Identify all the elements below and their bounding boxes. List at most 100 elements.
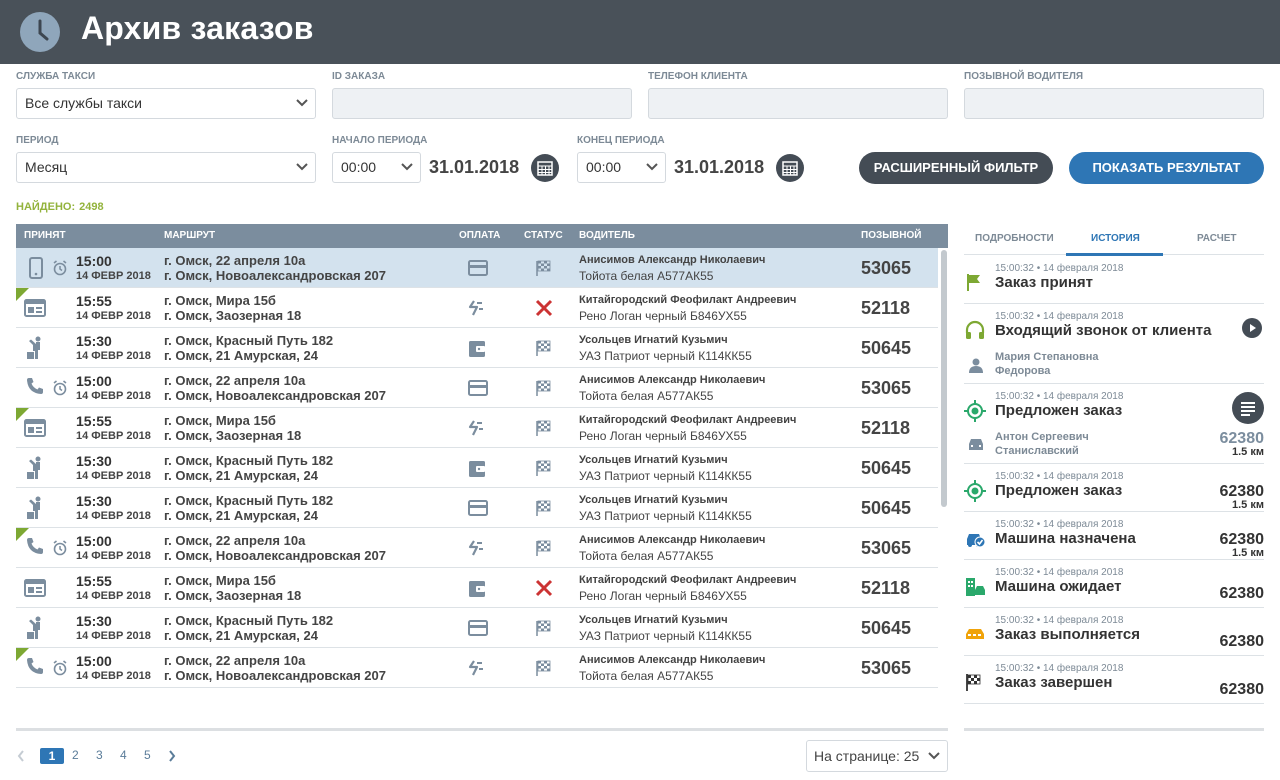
wallet-icon [468, 580, 486, 603]
table-row[interactable]: 15:30 14 ФЕВР 2018 г. Омск, Красный Путь 1… [16, 608, 938, 648]
prev-page-icon[interactable] [17, 750, 25, 762]
order-time: 15:00 [76, 253, 112, 269]
table-row[interactable]: 15:00 14 ФЕВР 2018 г. Омск, 22 апреля 10а г… [16, 368, 938, 408]
page-3-button[interactable]: 3 [96, 748, 103, 762]
order-date: 14 ФЕВР 2018 [76, 270, 151, 282]
phone-icon [25, 376, 45, 401]
table-row[interactable]: 15:30 14 ФЕВР 2018 г. Омск, Красный Путь 1… [16, 448, 938, 488]
credit-card-icon [468, 620, 488, 641]
driver-name: Китайгородский Феофилакт Андреевич [579, 414, 797, 426]
tab-calculation[interactable]: РАСЧЕТ [1197, 233, 1237, 244]
history-timestamp: 15:00:32 • 14 февраля 2018 [995, 567, 1124, 578]
finish-flag-icon [535, 539, 553, 562]
driver-callsign: 53065 [861, 258, 912, 278]
details-list-icon[interactable] [1232, 392, 1264, 429]
driver-name: Усольцев Игнатий Кузьмич [579, 454, 728, 466]
driver-name: Усольцев Игнатий Кузьмич [579, 334, 728, 346]
calendar-icon[interactable] [776, 154, 804, 182]
table-row[interactable]: 15:55 14 ФЕВР 2018 г. Омск, Мира 15б г. Омс… [16, 288, 938, 328]
col-accepted[interactable]: ПРИНЯТ [24, 230, 66, 241]
history-callsign: 62380 [1219, 585, 1265, 602]
order-id-input[interactable] [332, 88, 632, 119]
calendar-icon[interactable] [531, 154, 559, 182]
history-item[interactable]: 15:00:32 • 14 февраля 2018 Машина ожидает… [964, 560, 1264, 608]
found-number: 2498 [79, 201, 104, 213]
active-tab-indicator [1066, 253, 1163, 256]
next-page-icon[interactable] [168, 750, 176, 762]
order-time: 15:30 [76, 453, 112, 469]
phone-input[interactable] [648, 88, 948, 119]
driver-name: Анисимов Александр Николаевич [579, 534, 766, 546]
history-item[interactable]: 15:00:32 • 14 февраля 2018 Заказ завершен… [964, 656, 1264, 704]
driver-callsign: 52118 [861, 298, 911, 318]
table-row[interactable]: 15:00 14 ФЕВР 2018 г. Омск, 22 апреля 10а г… [16, 248, 938, 288]
finish-flag-icon [535, 339, 553, 362]
end-time-select[interactable]: 00:00 [577, 152, 666, 183]
history-timestamp: 15:00:32 • 14 февраля 2018 [995, 263, 1124, 274]
per-page-select[interactable]: На странице: 25 [806, 740, 948, 772]
found-label: НАЙДЕНО: [16, 201, 76, 213]
col-status[interactable]: СТАТУС [524, 230, 563, 241]
history-item[interactable]: 15:00:32 • 14 февраля 2018 Предложен зака… [964, 464, 1264, 512]
route-to: г. Омск, Новоалександровская 207 [164, 268, 386, 283]
finish-flag-icon [964, 672, 984, 697]
col-callsign[interactable]: ПОЗЫВНОЙ [861, 230, 922, 241]
driver-callsign: 50645 [861, 458, 912, 478]
period-select[interactable]: Месяц [16, 152, 316, 183]
show-results-button[interactable]: ПОКАЗАТЬ РЕЗУЛЬТАТ [1069, 152, 1264, 184]
table-row[interactable]: 15:30 14 ФЕВР 2018 г. Омск, Красный Путь 1… [16, 488, 938, 528]
top-bar: Архив заказов [0, 0, 1280, 64]
route-from: г. Омск, 22 апреля 10а [164, 533, 306, 548]
driver-callsign-input[interactable] [964, 88, 1264, 119]
history-item[interactable]: 15:00:32 • 14 февраля 2018 Предложен зака… [964, 384, 1264, 464]
tab-details[interactable]: ПОДРОБНОСТИ [975, 233, 1054, 244]
table-row[interactable]: 15:55 14 ФЕВР 2018 г. Омск, Мира 15б г. Омс… [16, 568, 938, 608]
col-payment[interactable]: ОПЛАТА [459, 230, 501, 241]
service-select[interactable]: Все службы такси [16, 88, 316, 119]
page-2-button[interactable]: 2 [72, 748, 79, 762]
advanced-filter-button[interactable]: РАСШИРЕННЫЙ ФИЛЬТР [859, 152, 1053, 184]
route-to: г. Омск, Заозерная 18 [164, 308, 302, 323]
page-5-button[interactable]: 5 [144, 748, 151, 762]
cancel-icon [535, 579, 553, 602]
table-row[interactable]: 15:55 14 ФЕВР 2018 г. Омск, Мира 15б г. Омс… [16, 408, 938, 448]
route-to: г. Омск, Новоалександровская 207 [164, 388, 386, 403]
history-item[interactable]: 15:00:32 • 14 февраля 2018 Входящий звоно… [964, 304, 1264, 384]
order-id-label: ID ЗАКАЗА [332, 71, 386, 82]
table-row[interactable]: 15:00 14 ФЕВР 2018 г. Омск, 22 апреля 10а г… [16, 528, 938, 568]
finish-flag-icon [535, 459, 553, 482]
history-title: Заказ принят [995, 274, 1093, 291]
start-time-select[interactable]: 00:00 [332, 152, 421, 183]
route-from: г. Омск, Мира 15б [164, 413, 276, 428]
route-from: г. Омск, 22 апреля 10а [164, 253, 306, 268]
history-item[interactable]: 15:00:32 • 14 февраля 2018 Заказ выполняе… [964, 608, 1264, 656]
history-item[interactable]: 15:00:32 • 14 февраля 2018 Машина назначе… [964, 512, 1264, 560]
start-period-label: НАЧАЛО ПЕРИОДА [332, 135, 428, 146]
page-4-button[interactable]: 4 [120, 748, 127, 762]
chevron-down-icon [296, 163, 308, 171]
start-date[interactable]: 31.01.2018 [429, 157, 520, 177]
route-from: г. Омск, Красный Путь 182 [164, 613, 334, 628]
driver-car: УАЗ Патриот черный К114КК55 [579, 509, 752, 523]
new-order-marker [16, 408, 29, 421]
phone-icon [25, 656, 45, 681]
driver-callsign: 50645 [861, 498, 912, 518]
table-header: ПРИНЯТ МАРШРУТ ОПЛАТА СТАТУС ВОДИТЕЛЬ ПО… [16, 224, 948, 248]
route-from: г. Омск, Красный Путь 182 [164, 453, 334, 468]
end-date[interactable]: 31.01.2018 [674, 157, 765, 177]
table-row[interactable]: 15:00 14 ФЕВР 2018 г. Омск, 22 апреля 10а г… [16, 648, 938, 688]
play-icon[interactable] [1242, 318, 1262, 343]
history-distance: 1.5 км [1232, 499, 1264, 511]
table-row[interactable]: 15:30 14 ФЕВР 2018 г. Омск, Красный Путь 1… [16, 328, 938, 368]
service-value: Все службы такси [25, 95, 142, 111]
col-driver[interactable]: ВОДИТЕЛЬ [579, 230, 635, 241]
web-order-icon [24, 419, 46, 442]
phone-icon [25, 536, 45, 561]
order-time: 15:55 [76, 413, 112, 429]
page-1-button[interactable]: 1 [40, 748, 64, 764]
history-item[interactable]: 15:00:32 • 14 февраля 2018 Заказ принят [964, 256, 1264, 304]
scrollbar-thumb[interactable] [941, 250, 947, 507]
tab-history[interactable]: ИСТОРИЯ [1091, 233, 1140, 244]
col-route[interactable]: МАРШРУТ [164, 230, 216, 241]
period-label: ПЕРИОД [16, 135, 59, 146]
